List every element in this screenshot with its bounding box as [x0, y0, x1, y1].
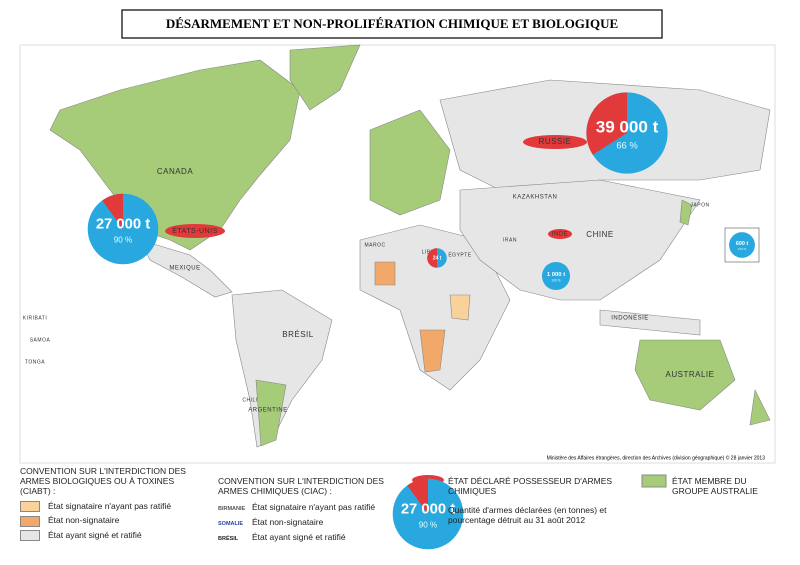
- country-label: ÉTATS-UNIS: [172, 226, 218, 235]
- destroyed-label: 66 %: [616, 140, 637, 150]
- country-label: INDE: [552, 232, 568, 238]
- legend-ciac: CONVENTION SUR L'INTERDICTION DES ARMES …: [218, 476, 393, 544]
- legend-item: État signataire n'ayant pas ratifié: [48, 501, 172, 511]
- africa: [359, 224, 511, 391]
- new-zealand: [749, 389, 771, 426]
- country-label: JAPON: [690, 202, 709, 208]
- country-label: CHINE: [586, 230, 613, 239]
- country-label: AUSTRALIE: [666, 370, 715, 379]
- stockpile-label: 600 t: [736, 241, 749, 247]
- remaining-slice: [102, 193, 123, 229]
- possessor-marker: [548, 229, 572, 239]
- stockpile-circle: [729, 232, 755, 258]
- africa-nonsignatory: [419, 329, 446, 373]
- title-box: [121, 9, 663, 39]
- stockpile-label: 1 000 t: [547, 272, 565, 278]
- remaining-slice: [427, 248, 437, 268]
- asia: [459, 179, 701, 301]
- europe: [369, 109, 451, 216]
- stockpile-circle: [541, 261, 571, 291]
- north-america: [49, 59, 301, 251]
- country-label: TONGA: [25, 359, 45, 365]
- country-label: RUSSIE: [539, 137, 572, 146]
- remaining-slice: [407, 478, 428, 514]
- legend-item: État non-signataire: [48, 515, 120, 526]
- africa-signatory: [449, 294, 471, 321]
- swatch: [20, 529, 40, 541]
- legend-australia-swatch: [641, 474, 667, 488]
- legend-item: État ayant signé et ratifié: [48, 529, 142, 540]
- country-label: INDONÉSIE: [611, 315, 649, 322]
- destroyed-label: 90 %: [419, 520, 438, 529]
- country-label: CHILI: [242, 397, 257, 403]
- destroyed-label: 90 %: [114, 235, 133, 244]
- legend-title: CONVENTION SUR L'INTERDICTION DES ARMES …: [218, 476, 384, 496]
- greenland: [289, 44, 361, 111]
- indonesia: [599, 309, 701, 336]
- legend-item: État ayant signé et ratifié: [252, 532, 346, 542]
- legend-item: État signataire n'ayant pas ratifié: [252, 502, 376, 512]
- country-label: MEXIQUE: [169, 266, 200, 272]
- legend-ciabt: CONVENTION SUR L'INTERDICTION DES ARMES …: [20, 466, 200, 541]
- australia: [634, 339, 736, 411]
- legend-australia: ÉTAT MEMBRE DU GROUPE AUSTRALIE: [672, 476, 758, 496]
- legend-quantity: Quantité d'armes déclarées (en tonnes) e…: [448, 505, 607, 525]
- japan: [679, 199, 693, 226]
- possessor-markers: [165, 135, 587, 239]
- central-america: [139, 239, 233, 298]
- remaining-slice: [586, 92, 627, 155]
- legend-example: BRÉSIL: [218, 536, 239, 542]
- legend-item: État non-signataire: [252, 517, 324, 527]
- country-label: ÉGYPTE: [448, 251, 471, 258]
- south-america: [231, 289, 333, 448]
- country-label: KAZAKHSTAN: [513, 195, 558, 201]
- possessor-marker: [165, 224, 225, 238]
- country-label: SAMOA: [30, 337, 51, 343]
- possessor-marker: [523, 135, 587, 149]
- argentina: [255, 379, 287, 447]
- landmasses: [49, 44, 771, 448]
- swatch: [20, 515, 40, 527]
- legend-example: SOMALIE: [218, 521, 244, 527]
- stockpile-label: 24 t: [433, 255, 442, 261]
- country-label: MAROC: [364, 242, 385, 248]
- stockpile-label: 27 000 t: [401, 501, 455, 517]
- swatch: [20, 501, 40, 513]
- title: DÉSARMEMENT ET NON-PROLIFÉRATION CHIMIQU…: [166, 16, 618, 31]
- credit: Ministère des Affaires étrangères, direc…: [547, 454, 766, 461]
- africa-nonsignatory: [374, 261, 396, 286]
- country-label: IRAN: [503, 237, 517, 243]
- country-label: BRÉSIL: [282, 330, 314, 339]
- destroyed-label: 100 %: [551, 278, 560, 282]
- legend-example: BIRMANIE: [218, 506, 246, 512]
- country-label: CANADA: [157, 167, 194, 176]
- country-label: KIRIBATI: [23, 315, 47, 321]
- stockpile-label: 39 000 t: [596, 117, 659, 136]
- stockpile-label: 27 000 t: [96, 216, 150, 232]
- legend-title: CONVENTION SUR L'INTERDICTION DES ARMES …: [20, 466, 186, 496]
- destroyed-label: 100 %: [738, 247, 747, 251]
- legend-possessor: ÉTAT DÉCLARÉ POSSESSEUR D'ARMES CHIMIQUE…: [448, 476, 613, 496]
- country-label: ARGENTINE: [248, 408, 288, 414]
